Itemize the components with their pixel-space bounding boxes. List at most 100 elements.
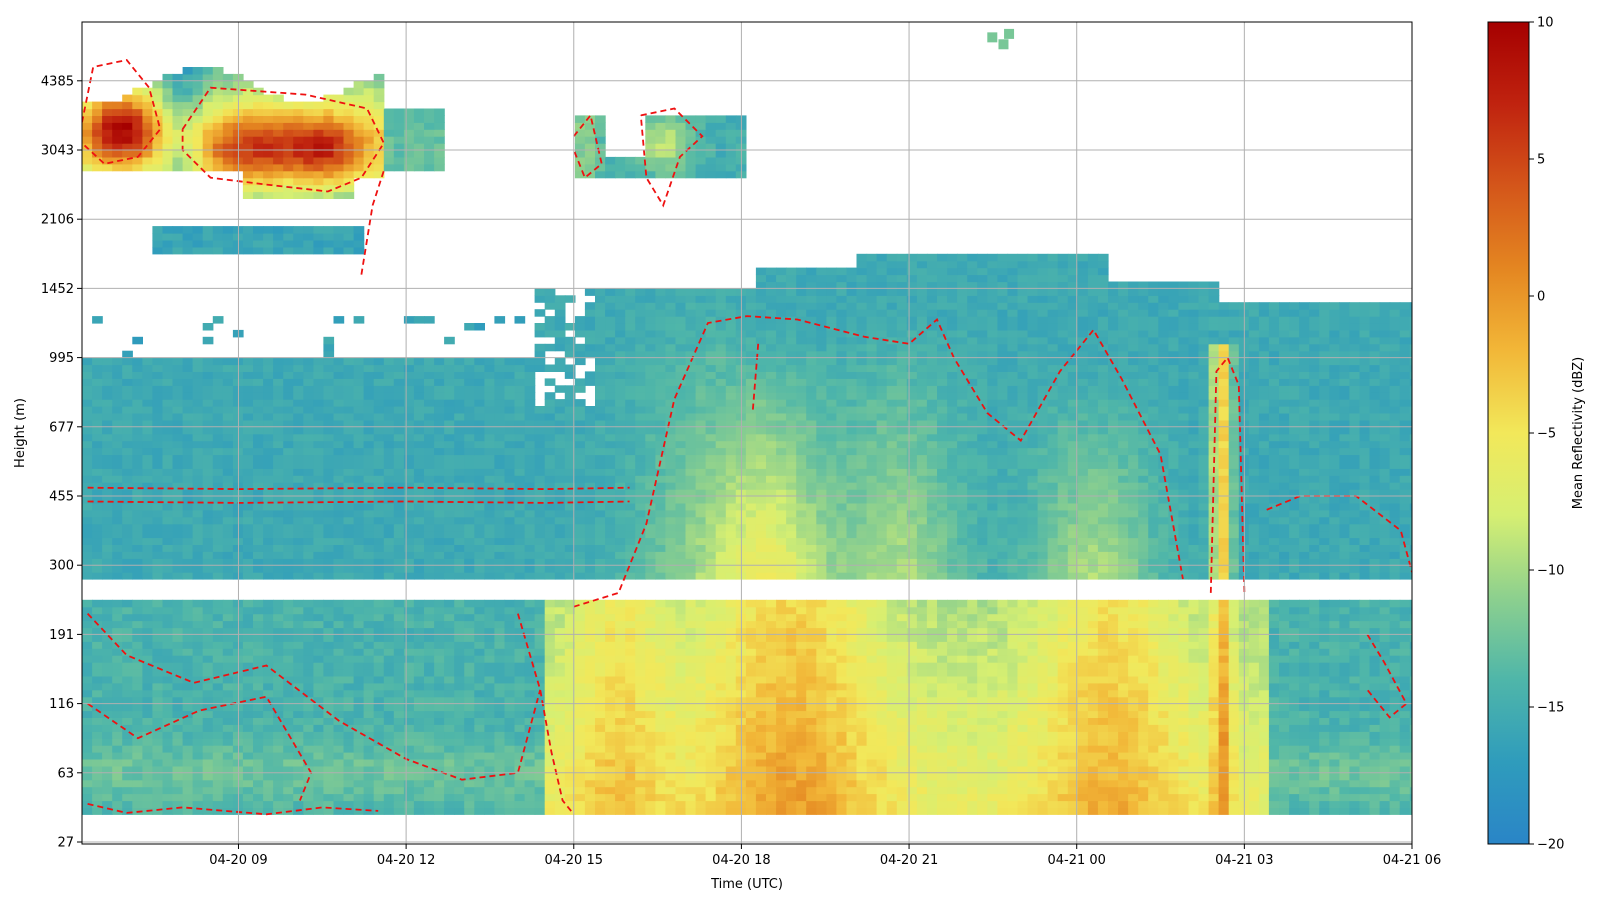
heatmap-cell bbox=[413, 800, 425, 808]
heatmap-cell bbox=[1027, 793, 1039, 802]
heatmap-cell bbox=[1007, 752, 1019, 760]
heatmap-cell bbox=[413, 572, 425, 580]
heatmap-cell bbox=[926, 675, 938, 684]
heatmap-cell bbox=[122, 669, 133, 677]
heatmap-cell bbox=[957, 662, 968, 670]
heatmap-cell bbox=[1218, 703, 1230, 712]
heatmap-cell bbox=[725, 544, 737, 552]
heatmap-cell bbox=[836, 627, 848, 635]
heatmap-cell bbox=[876, 689, 888, 698]
heatmap-cell bbox=[1208, 717, 1220, 725]
heatmap-cell bbox=[564, 648, 576, 656]
heatmap-cell bbox=[514, 682, 526, 691]
heatmap-cell bbox=[303, 710, 314, 718]
heatmap-cell bbox=[1399, 745, 1411, 753]
heatmap-cell bbox=[1268, 752, 1280, 760]
heatmap-cell bbox=[202, 793, 214, 802]
heatmap-cell bbox=[605, 565, 616, 573]
heatmap-cell bbox=[665, 565, 677, 573]
heatmap-cell bbox=[574, 745, 586, 753]
heatmap-cell bbox=[987, 606, 998, 615]
heatmap-cell bbox=[474, 759, 485, 767]
heatmap-cell bbox=[373, 731, 385, 739]
heatmap-cell bbox=[323, 752, 335, 760]
heatmap-cell bbox=[1118, 800, 1129, 808]
heatmap-cell bbox=[82, 551, 93, 559]
heatmap-cell bbox=[1339, 807, 1351, 815]
heatmap-cell bbox=[625, 800, 636, 808]
heatmap-cell bbox=[293, 675, 304, 684]
heatmap-cell bbox=[464, 551, 475, 559]
heatmap-cell bbox=[1258, 731, 1270, 739]
heatmap-cell bbox=[947, 641, 958, 649]
heatmap-cell bbox=[605, 793, 616, 802]
heatmap-cell bbox=[766, 620, 777, 629]
heatmap-cell bbox=[564, 565, 576, 573]
heatmap-cell bbox=[1409, 786, 1412, 795]
heatmap-cell bbox=[242, 655, 254, 663]
heatmap-cell bbox=[403, 738, 415, 746]
heatmap-cell bbox=[162, 558, 174, 566]
heatmap-cell bbox=[1248, 558, 1260, 566]
heatmap-cell bbox=[1188, 599, 1200, 608]
heatmap-cell bbox=[1198, 613, 1210, 622]
heatmap-cell bbox=[202, 537, 214, 545]
heatmap-cell bbox=[1208, 558, 1220, 566]
heatmap-cell bbox=[102, 669, 113, 677]
heatmap-cell bbox=[1289, 793, 1300, 802]
heatmap-cell bbox=[1057, 745, 1069, 753]
heatmap-cell bbox=[1027, 765, 1039, 774]
heatmap-cell bbox=[836, 551, 848, 559]
heatmap-cell bbox=[323, 800, 335, 808]
heatmap-cell bbox=[1077, 620, 1089, 629]
heatmap-cell bbox=[1188, 669, 1200, 677]
heatmap-cell bbox=[383, 537, 395, 545]
heatmap-cell bbox=[1218, 779, 1230, 788]
heatmap-cell bbox=[675, 717, 687, 725]
heatmap-cell bbox=[655, 689, 667, 698]
heatmap-cell bbox=[484, 669, 496, 677]
heatmap-cell bbox=[403, 572, 415, 580]
heatmap-cell bbox=[283, 530, 294, 539]
heatmap-cell bbox=[1218, 606, 1230, 615]
heatmap-cell bbox=[806, 675, 817, 684]
heatmap-cell bbox=[1379, 655, 1391, 663]
heatmap-cell bbox=[464, 696, 475, 705]
heatmap-cell bbox=[1248, 634, 1260, 642]
heatmap-cell bbox=[725, 669, 737, 677]
heatmap-cell bbox=[957, 807, 968, 815]
heatmap-cell bbox=[333, 675, 345, 684]
heatmap-cell bbox=[434, 800, 445, 808]
heatmap-cell bbox=[595, 752, 606, 760]
heatmap-cell bbox=[595, 606, 606, 615]
heatmap-cell bbox=[343, 772, 355, 781]
heatmap-cell bbox=[253, 669, 264, 677]
heatmap-cell bbox=[192, 724, 204, 732]
heatmap-cell bbox=[554, 572, 566, 580]
heatmap-cell bbox=[615, 731, 626, 739]
heatmap-cell bbox=[1097, 572, 1109, 580]
heatmap-cell bbox=[142, 717, 154, 725]
heatmap-cell bbox=[1178, 807, 1190, 815]
heatmap-cell bbox=[1138, 627, 1149, 635]
heatmap-cell bbox=[876, 731, 888, 739]
heatmap-cell bbox=[1087, 558, 1099, 566]
heatmap-cell bbox=[826, 627, 838, 635]
heatmap-cell bbox=[142, 606, 154, 615]
heatmap-cell bbox=[444, 689, 455, 698]
heatmap-cell bbox=[172, 689, 184, 698]
heatmap-cell bbox=[152, 627, 164, 635]
heatmap-cell bbox=[202, 696, 214, 705]
heatmap-cell bbox=[1077, 537, 1089, 545]
heatmap-cell bbox=[413, 648, 425, 656]
heatmap-cell bbox=[554, 613, 566, 622]
heatmap-cell bbox=[182, 807, 194, 815]
heatmap-cell bbox=[655, 752, 667, 760]
heatmap-cell bbox=[745, 530, 757, 539]
heatmap-cell bbox=[1097, 627, 1109, 635]
heatmap-cell bbox=[1339, 696, 1351, 705]
heatmap-cell bbox=[464, 779, 475, 788]
heatmap-cell bbox=[1168, 772, 1180, 781]
heatmap-cell bbox=[283, 537, 294, 545]
heatmap-cell bbox=[977, 669, 988, 677]
